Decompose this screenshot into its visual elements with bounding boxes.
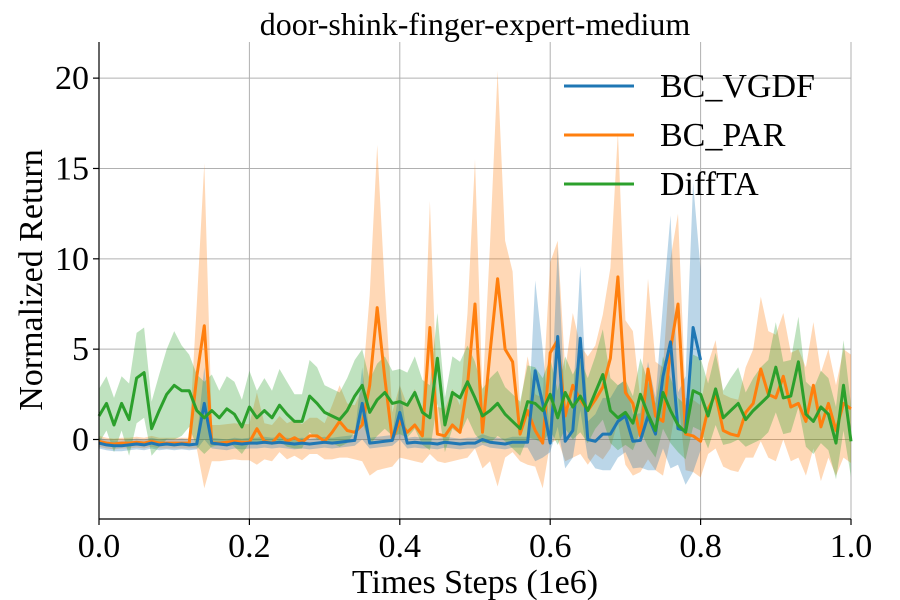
- series-lines: [97, 275, 853, 448]
- y-tick-label: 5: [72, 331, 89, 368]
- chart-title: door-shink-finger-expert-medium: [260, 6, 691, 42]
- y-tick-label: 20: [55, 60, 89, 97]
- y-axis-label: Normalized Return: [13, 149, 50, 411]
- legend: BC_VGDF BC_PAR DiffTA: [564, 68, 815, 203]
- grid: [98, 42, 852, 519]
- legend-label-diffta: DiffTA: [660, 166, 759, 203]
- y-tick-label: 10: [55, 241, 89, 278]
- x-tick-label: 0.8: [679, 528, 722, 565]
- x-tick-label: 0.2: [228, 528, 271, 565]
- series-line-bc-par: [98, 275, 852, 446]
- legend-label-bc-vgdf: BC_VGDF: [660, 68, 815, 105]
- ticks: 0.0 0.2 0.4 0.6 0.8 1.0 0 5 10 15 20: [55, 60, 872, 565]
- x-axis-label: Times Steps (1e6): [352, 564, 598, 600]
- series-line-diffta: [97, 356, 853, 445]
- x-tick-label: 1.0: [830, 528, 873, 565]
- series-line-bc-vgdf: [98, 326, 703, 448]
- x-tick-label: 0.0: [78, 528, 121, 565]
- x-tick-label: 0.4: [379, 528, 422, 565]
- x-tick-label: 0.6: [529, 528, 572, 565]
- y-tick-label: 0: [72, 422, 89, 459]
- legend-label-bc-par: BC_PAR: [660, 117, 786, 154]
- y-tick-label: 15: [55, 150, 89, 187]
